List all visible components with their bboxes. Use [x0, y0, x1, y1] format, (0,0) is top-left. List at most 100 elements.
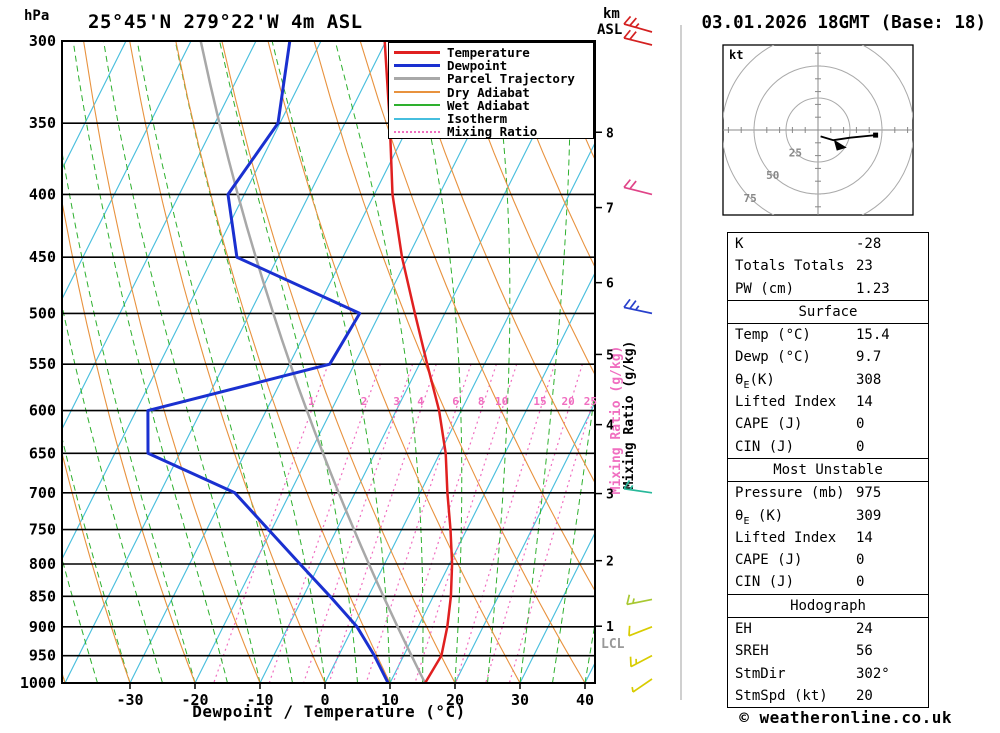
legend-line-sample	[394, 91, 440, 94]
wind-barb-feather	[635, 305, 640, 311]
wind-barb-staff	[623, 23, 653, 33]
legend-item: Mixing Ratio	[394, 124, 593, 139]
parcel-trajectory-curve	[199, 41, 427, 683]
legend-label: Temperature	[447, 45, 530, 61]
legend-line-sample	[394, 77, 440, 81]
wind-barb	[631, 678, 653, 693]
mixing-ratio-axis-label-pink: Mixing Ratio (g/kg)	[609, 346, 624, 495]
hodograph-ring-label: 25	[789, 147, 802, 160]
wind-barb-feather	[623, 29, 631, 39]
table-section-header: Surface	[728, 301, 928, 325]
mixing-ratio-line	[303, 364, 414, 683]
hodograph-ring-label: 75	[743, 192, 756, 205]
mixing-ratio-value-label: 4	[417, 395, 424, 408]
pressure-tick-label: 950	[29, 647, 56, 665]
table-row-value: 56	[856, 643, 873, 660]
pressure-tick-label: 650	[29, 444, 56, 462]
table-row: CAPE (J) 0	[728, 549, 928, 571]
table-row-value: 308	[856, 371, 882, 388]
legend-line-sample	[394, 64, 440, 68]
table-row: Totals Totals 23	[728, 255, 928, 277]
hodograph-ring	[753, 65, 883, 195]
wet-adiabat-line	[174, 41, 326, 683]
temp-tick-label: 40	[576, 691, 594, 709]
km-tick-label: 5	[606, 348, 614, 363]
wet-adiabat-line	[103, 41, 261, 683]
km-tick-label: 7	[606, 202, 614, 217]
pressure-tick-label: 350	[29, 114, 56, 132]
wind-barb-staff	[630, 654, 653, 668]
table-section: Most Unstable Pressure (mb) 975 θE (K) 309 Li…	[728, 457, 928, 594]
mixing-ratio-line	[485, 364, 583, 683]
table-row-value: 20	[856, 687, 873, 704]
legend-item: Dewpoint	[394, 58, 593, 73]
table-row-label: StmDir	[735, 665, 786, 682]
table-row-label: Lifted Index	[735, 394, 837, 411]
wind-barb-feather	[626, 594, 631, 605]
temp-tick-label: 10	[381, 691, 399, 709]
table-row: θE(K) 308	[728, 369, 928, 391]
table-row: θE (K) 309	[728, 505, 928, 527]
hodograph-unit-label: kt	[729, 48, 743, 62]
table-row: EH 24	[728, 618, 928, 640]
pressure-tick-label: 500	[29, 304, 56, 322]
wind-barb-column	[623, 15, 653, 693]
wind-barb	[629, 654, 653, 668]
legend-line-sample	[394, 117, 440, 120]
mixing-ratio-value-label: 1	[308, 395, 315, 408]
wet-adiabat-line	[62, 149, 196, 683]
legend-label: Isotherm	[447, 111, 508, 127]
table-row-label: CIN (J)	[735, 438, 795, 455]
pressure-tick-label: 1000	[20, 674, 56, 692]
legend-item: Dry Adiabat	[394, 85, 593, 100]
wet-adiabat-line	[334, 41, 424, 683]
legend-item: Isotherm	[394, 111, 593, 127]
km-tick-label: 1	[606, 620, 614, 635]
isotherm-line	[64, 41, 387, 683]
mixing-ratio-line	[328, 364, 437, 683]
dewpoint-curve	[146, 41, 390, 683]
table-row-label: Pressure (mb)	[735, 485, 845, 502]
profile-curves	[146, 41, 454, 683]
table-row-label: CAPE (J)	[735, 416, 803, 433]
table-section: Surface Temp (°C) 15.4 Dewp (°C) 9.7 θE(K) 308…	[728, 299, 928, 458]
table-row: K -28	[728, 233, 928, 255]
wind-barb	[623, 479, 653, 494]
km-tick-label: 2	[606, 555, 614, 570]
wind-barb-staff	[628, 626, 653, 637]
hodograph-ring-label: 50	[766, 169, 779, 182]
wind-barb-feather	[629, 17, 637, 27]
mixing-ratio-line	[213, 363, 329, 683]
table-row: PW (cm) 1.23	[728, 278, 928, 300]
legend: Temperature Dewpoint Parcel Trajectory Dry …	[388, 42, 594, 139]
wind-barb-feather	[623, 298, 631, 308]
table-row-value: -28	[856, 236, 882, 252]
pressure-tick-label: 400	[29, 185, 56, 203]
legend-item: Wet Adiabat	[394, 98, 593, 113]
table-row: Dewp (°C) 9.7	[728, 346, 928, 368]
table-row-label: EH	[735, 621, 752, 638]
table-row-label: StmSpd (kt)	[735, 687, 828, 704]
table-row-value: 309	[856, 507, 882, 524]
table-row-label: CIN (J)	[735, 574, 795, 591]
mixing-ratio-value-label: 3	[393, 395, 400, 408]
wind-barb-staff	[626, 598, 653, 606]
dry-adiabat-line	[451, 41, 595, 376]
dry-adiabat-line	[129, 41, 326, 683]
pressure-tick-label: 750	[29, 521, 56, 539]
legend-line-sample	[394, 130, 440, 133]
table-row-value: 0	[856, 552, 865, 569]
table-row-value: 302°	[856, 665, 890, 682]
mixing-ratio-value-label: 15	[533, 395, 546, 408]
km-tick-label: 8	[606, 126, 614, 141]
wet-adiabat-line	[584, 620, 595, 683]
wind-barb	[626, 594, 653, 606]
hodograph-trace-endpoint	[873, 132, 879, 138]
km-tick-label: 3	[606, 488, 614, 503]
mixing-ratio-value-label: 6	[452, 395, 459, 408]
hodograph-grid: 25 50 75	[723, 45, 913, 215]
wind-barb-feather	[629, 31, 637, 40]
mixing-ratio-value-label: 2	[361, 395, 368, 408]
table-row: StmSpd (kt) 20	[728, 685, 928, 707]
